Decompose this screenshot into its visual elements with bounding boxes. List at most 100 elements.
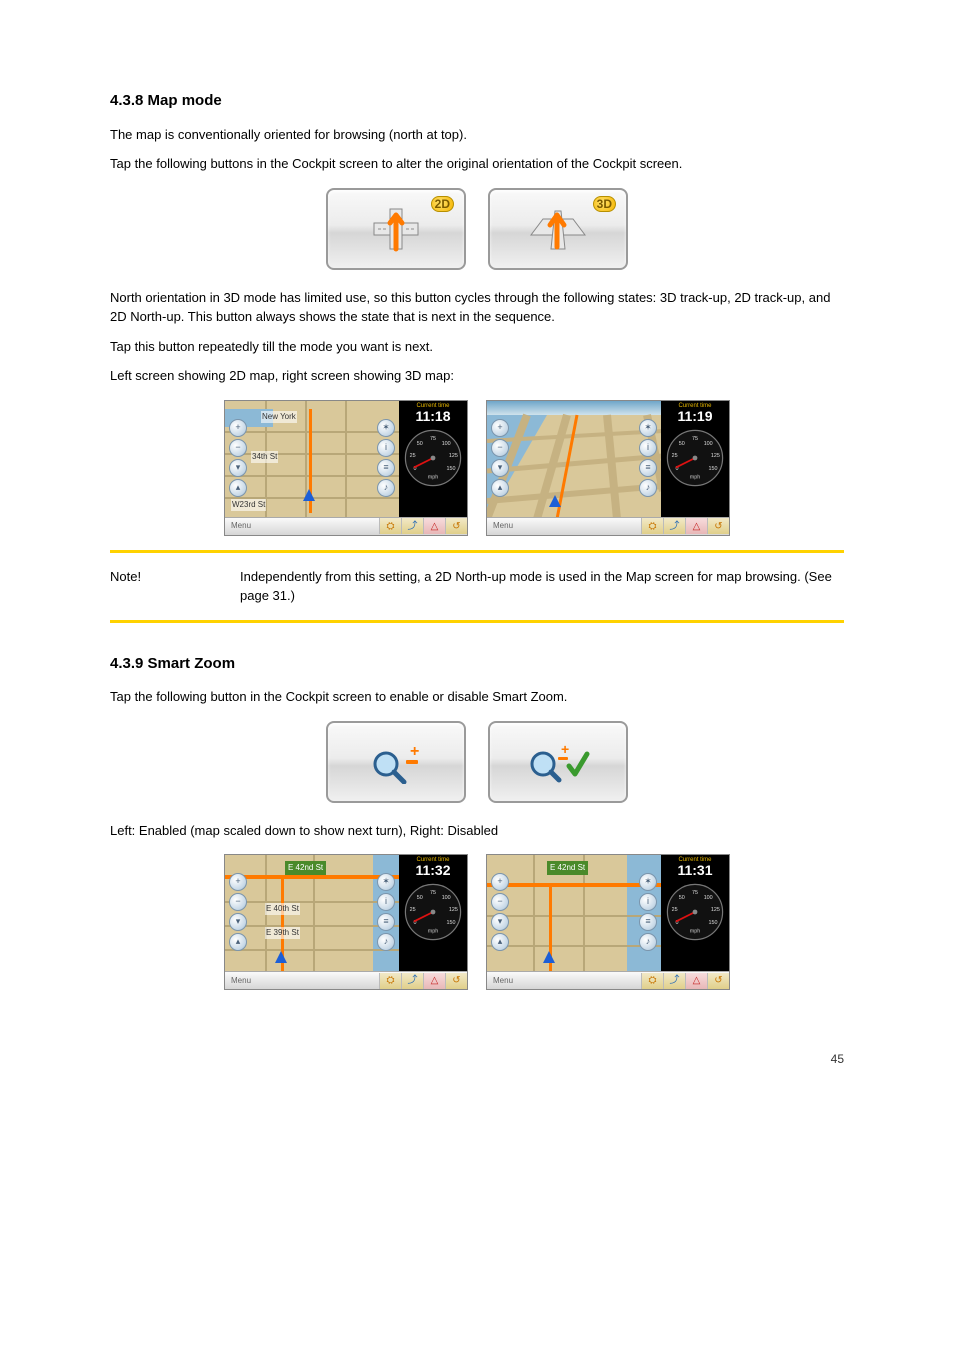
map-left-controls: + − ▾ ▴ xyxy=(491,873,509,951)
layers-icon[interactable]: ≡ xyxy=(639,913,657,931)
svg-text:25: 25 xyxy=(410,907,416,913)
zoom-in-icon[interactable]: + xyxy=(491,419,509,437)
note-lead: Note! xyxy=(110,567,200,606)
status-icon[interactable]: ⛭ xyxy=(641,518,663,534)
screenshot-row-smartzoom: E 42nd St E 40th St E 39th St + − ▾ ▴ ✶ … xyxy=(110,854,844,990)
svg-text:75: 75 xyxy=(692,890,698,896)
map-mode-3d-button[interactable]: 3D xyxy=(488,188,628,270)
svg-text:100: 100 xyxy=(704,441,713,447)
menu-button[interactable]: Menu xyxy=(225,975,257,987)
tilt-icon[interactable]: ▾ xyxy=(491,459,509,477)
tilt-icon[interactable]: ▾ xyxy=(229,913,247,931)
street-sign: E 42nd St xyxy=(285,861,326,875)
smartzoom-buttons-row: + + xyxy=(110,721,844,803)
menu-button[interactable]: Menu xyxy=(225,520,257,532)
smartzoom-off-button[interactable]: + xyxy=(326,721,466,803)
zoom-in-icon[interactable]: + xyxy=(491,873,509,891)
time-value: 11:32 xyxy=(415,863,450,878)
dashboard-panel: Current time 11:19 02550 75100125150 mph xyxy=(661,401,729,517)
svg-text:150: 150 xyxy=(447,466,456,472)
paragraph: The map is conventionally oriented for b… xyxy=(110,125,844,145)
speed-gauge: 02550 75100125150 mph xyxy=(403,882,463,942)
info-icon[interactable]: i xyxy=(377,893,395,911)
bottom-bar: Menu ⛭ ⤴ △ ↺ xyxy=(225,517,467,535)
zoom-out-icon[interactable]: − xyxy=(229,893,247,911)
detour-icon[interactable]: ↺ xyxy=(445,518,467,534)
svg-text:+: + xyxy=(561,741,569,757)
sound-icon[interactable]: ♪ xyxy=(639,933,657,951)
sound-icon[interactable]: ♪ xyxy=(377,479,395,497)
crossroad-2d-icon xyxy=(364,205,428,253)
route-icon[interactable]: ⤴ xyxy=(401,518,423,534)
map-left-controls: + − ▾ ▴ xyxy=(491,419,509,497)
gps-icon[interactable]: ✶ xyxy=(639,873,657,891)
dashboard-panel: Current time 11:18 02550 75100125150 mph xyxy=(399,401,467,517)
svg-text:+: + xyxy=(410,743,419,760)
tilt-icon[interactable]: ▴ xyxy=(229,479,247,497)
svg-text:50: 50 xyxy=(679,895,685,901)
svg-text:125: 125 xyxy=(449,907,458,913)
zoom-in-icon[interactable]: + xyxy=(229,419,247,437)
map-mode-2d-button[interactable]: 2D xyxy=(326,188,466,270)
smartzoom-on-button[interactable]: + xyxy=(488,721,628,803)
svg-text:125: 125 xyxy=(711,907,720,913)
tilt-icon[interactable]: ▾ xyxy=(229,459,247,477)
tilt-icon[interactable]: ▴ xyxy=(491,479,509,497)
status-icon[interactable]: ⛭ xyxy=(641,973,663,989)
info-icon[interactable]: i xyxy=(639,893,657,911)
svg-text:125: 125 xyxy=(711,453,720,459)
menu-button[interactable]: Menu xyxy=(487,520,519,532)
map-street-label: W23rd St xyxy=(231,499,266,511)
sound-icon[interactable]: ♪ xyxy=(639,479,657,497)
detour-icon[interactable]: ↺ xyxy=(707,518,729,534)
status-icon[interactable]: ⛭ xyxy=(379,973,401,989)
gps-icon[interactable]: ✶ xyxy=(377,873,395,891)
layers-icon[interactable]: ≡ xyxy=(639,459,657,477)
detour-icon[interactable]: ↺ xyxy=(707,973,729,989)
crossroad-3d-icon xyxy=(523,205,593,253)
info-icon[interactable]: i xyxy=(639,439,657,457)
paragraph: Tap the following buttons in the Cockpit… xyxy=(110,154,844,174)
gps-icon[interactable]: ✶ xyxy=(639,419,657,437)
screenshot-row-mapmode: New York W23rd St 34th St + − ▾ ▴ ✶ i ≡ … xyxy=(110,400,844,536)
zoom-in-icon[interactable]: + xyxy=(229,873,247,891)
svg-text:25: 25 xyxy=(672,907,678,913)
street-sign: E 42nd St xyxy=(547,861,588,875)
detour-icon[interactable]: ↺ xyxy=(445,973,467,989)
map-street-label: 34th St xyxy=(251,451,278,463)
tilt-icon[interactable]: ▾ xyxy=(491,913,509,931)
info-icon[interactable]: i xyxy=(377,439,395,457)
screenshot-zoom-enabled: E 42nd St E 40th St E 39th St + − ▾ ▴ ✶ … xyxy=(224,854,468,990)
zoom-out-icon[interactable]: − xyxy=(491,893,509,911)
layers-icon[interactable]: ≡ xyxy=(377,459,395,477)
badge-2d: 2D xyxy=(431,196,454,212)
status-icon[interactable]: ⛭ xyxy=(379,518,401,534)
screenshot-2d-map: New York W23rd St 34th St + − ▾ ▴ ✶ i ≡ … xyxy=(224,400,468,536)
page-number: 45 xyxy=(110,1050,844,1068)
warning-icon[interactable]: △ xyxy=(685,518,707,534)
gps-icon[interactable]: ✶ xyxy=(377,419,395,437)
sound-icon[interactable]: ♪ xyxy=(377,933,395,951)
svg-text:50: 50 xyxy=(417,895,423,901)
svg-text:150: 150 xyxy=(709,920,718,926)
time-value: 11:19 xyxy=(677,409,712,424)
mode-buttons-row: 2D 3D xyxy=(110,188,844,270)
map-right-controls: ✶ i ≡ ♪ xyxy=(377,419,395,497)
route-icon[interactable]: ⤴ xyxy=(663,518,685,534)
magnifier-check-icon: + xyxy=(525,740,591,784)
menu-button[interactable]: Menu xyxy=(487,975,519,987)
zoom-out-icon[interactable]: − xyxy=(491,439,509,457)
svg-text:75: 75 xyxy=(430,890,436,896)
layers-icon[interactable]: ≡ xyxy=(377,913,395,931)
map-left-controls: + − ▾ ▴ xyxy=(229,873,247,951)
svg-text:mph: mph xyxy=(690,474,701,480)
warning-icon[interactable]: △ xyxy=(423,518,445,534)
tilt-icon[interactable]: ▴ xyxy=(491,933,509,951)
route-icon[interactable]: ⤴ xyxy=(663,973,685,989)
warning-icon[interactable]: △ xyxy=(685,973,707,989)
zoom-out-icon[interactable]: − xyxy=(229,439,247,457)
tilt-icon[interactable]: ▴ xyxy=(229,933,247,951)
warning-icon[interactable]: △ xyxy=(423,973,445,989)
route-icon[interactable]: ⤴ xyxy=(401,973,423,989)
svg-text:50: 50 xyxy=(679,441,685,447)
